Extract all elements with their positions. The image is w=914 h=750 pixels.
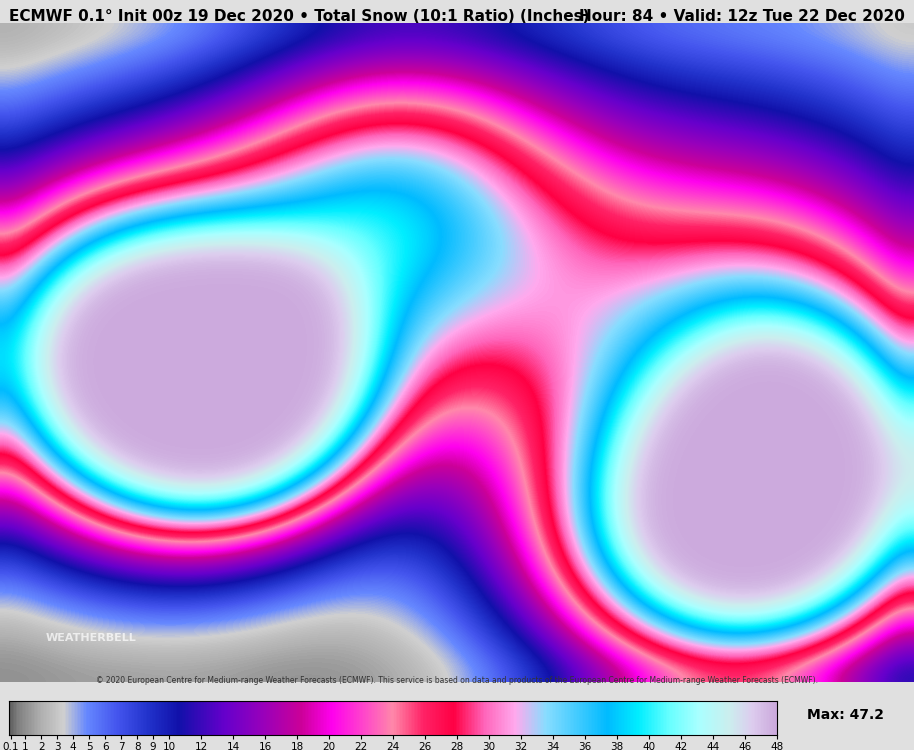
Text: ECMWF 0.1° Init 00z 19 Dec 2020 • Total Snow (10:1 Ratio) (Inches): ECMWF 0.1° Init 00z 19 Dec 2020 • Total … (9, 10, 590, 25)
Text: Max: 47.2: Max: 47.2 (807, 708, 884, 722)
Text: © 2020 European Centre for Medium-range Weather Forecasts (ECMWF). This service : © 2020 European Centre for Medium-range … (96, 676, 818, 686)
Text: Hour: 84 • Valid: 12z Tue 22 Dec 2020: Hour: 84 • Valid: 12z Tue 22 Dec 2020 (579, 10, 905, 25)
Text: WEATHERBELL: WEATHERBELL (46, 633, 136, 643)
